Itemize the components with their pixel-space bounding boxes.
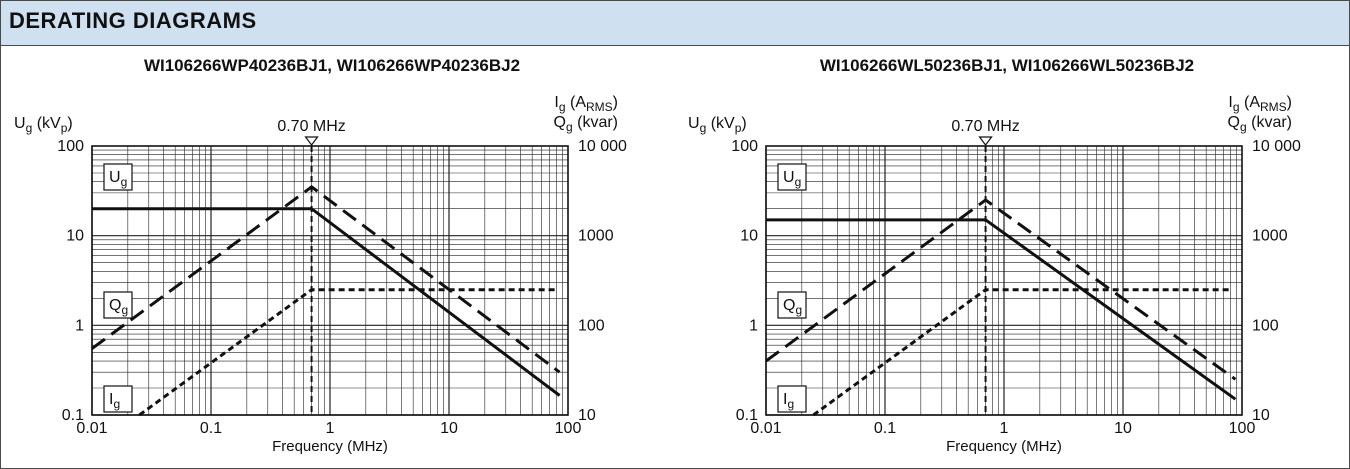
series-label-box bbox=[103, 385, 133, 413]
series-label-text: Qg bbox=[783, 297, 802, 317]
y-right-axis-label-top: Ig (ARMS) bbox=[1228, 94, 1292, 114]
y-right-axis-label-top: Ig (ARMS) bbox=[554, 94, 618, 114]
x-tick-label: 0.01 bbox=[750, 420, 781, 437]
series-qg-line bbox=[91, 185, 561, 374]
series-label-box bbox=[777, 385, 807, 413]
x-tick-label: 1 bbox=[326, 420, 335, 437]
section-header: DERATING DIAGRAMS bbox=[1, 1, 1349, 46]
x-tick-label: 0.1 bbox=[874, 420, 896, 437]
frequency-marker-triangle bbox=[978, 136, 993, 146]
y-right-tick-label: 10 000 bbox=[1252, 138, 1301, 155]
y-right-tick-label: 10 000 bbox=[578, 138, 627, 155]
y-right-tick-label: 100 bbox=[578, 317, 605, 334]
frequency-marker-triangle bbox=[304, 136, 319, 146]
x-tick-label: 10 bbox=[440, 420, 458, 437]
series-label-qg: Qg bbox=[103, 291, 133, 319]
series-label-ug: Ug bbox=[777, 163, 807, 191]
series-ug-line bbox=[92, 207, 561, 397]
series-label-box bbox=[103, 291, 133, 319]
derating-charts: WI106266WP40236BJ1, WI106266WP40236BJ2 0.… bbox=[14, 56, 1301, 455]
y-left-tick-label: 10 bbox=[740, 228, 758, 245]
y-left-axis-label: Ug (kVp) bbox=[688, 115, 747, 135]
frequency-marker-label: 0.70 MHz bbox=[277, 118, 345, 135]
plot-frame bbox=[765, 145, 1243, 416]
series-ig-line bbox=[812, 288, 1231, 417]
y-left-tick-label: 10 bbox=[66, 228, 84, 245]
y-left-tick-label: 0.1 bbox=[736, 407, 758, 424]
y-left-axis-label: Ug (kVp) bbox=[14, 115, 73, 135]
series-label-ug: Ug bbox=[103, 163, 133, 191]
y-right-tick-label: 10 bbox=[1252, 407, 1270, 424]
x-axis-label: Frequency (MHz) bbox=[946, 438, 1062, 455]
plot-frame bbox=[91, 145, 569, 416]
chart-title: WI106266WP40236BJ1, WI106266WP40236BJ2 bbox=[144, 56, 520, 75]
chart-2: WI106266WL50236BJ1, WI106266WL50236BJ2 0.… bbox=[688, 56, 1301, 455]
series-label-text: Ug bbox=[783, 169, 801, 189]
chart-title: WI106266WL50236BJ1, WI106266WL50236BJ2 bbox=[820, 56, 1194, 75]
series-label-ig: Ig bbox=[103, 385, 133, 413]
y-right-tick-label: 100 bbox=[1252, 317, 1279, 334]
y-right-tick-label: 1000 bbox=[578, 228, 614, 245]
x-tick-label: 0.01 bbox=[76, 420, 107, 437]
y-left-tick-label: 1 bbox=[75, 317, 84, 334]
x-axis-label: Frequency (MHz) bbox=[272, 438, 388, 455]
grid bbox=[765, 146, 1242, 416]
series-ug-line bbox=[766, 218, 1237, 401]
series-label-ig: Ig bbox=[777, 385, 807, 413]
y-left-tick-label: 1 bbox=[749, 317, 758, 334]
x-tick-label: 100 bbox=[1229, 420, 1256, 437]
series-label-box bbox=[777, 291, 807, 319]
y-right-axis-label-bottom: Qg (kvar) bbox=[554, 114, 618, 134]
series-label-text: Ig bbox=[783, 391, 794, 411]
x-tick-label: 100 bbox=[555, 420, 582, 437]
y-right-axis-label-bottom: Qg (kvar) bbox=[1228, 114, 1292, 134]
y-right-tick-label: 1000 bbox=[1252, 228, 1288, 245]
series-label-text: Ug bbox=[109, 169, 127, 189]
y-right-tick-label: 10 bbox=[578, 407, 596, 424]
series-label-box bbox=[103, 163, 133, 191]
y-left-tick-label: 100 bbox=[57, 138, 84, 155]
y-left-tick-label: 100 bbox=[731, 138, 758, 155]
x-tick-label: 0.1 bbox=[200, 420, 222, 437]
series-qg-line bbox=[765, 198, 1237, 381]
x-tick-label: 1 bbox=[1000, 420, 1009, 437]
series-label-qg: Qg bbox=[777, 291, 807, 319]
chart-1: WI106266WP40236BJ1, WI106266WP40236BJ2 0.… bbox=[14, 56, 627, 455]
series-label-text: Ig bbox=[109, 391, 120, 411]
section-title: DERATING DIAGRAMS bbox=[9, 8, 257, 33]
series-ig-line bbox=[138, 288, 557, 417]
y-left-tick-label: 0.1 bbox=[62, 407, 84, 424]
frequency-marker-label: 0.70 MHz bbox=[951, 118, 1019, 135]
x-tick-label: 10 bbox=[1114, 420, 1132, 437]
series-label-box bbox=[777, 163, 807, 191]
grid bbox=[91, 146, 568, 416]
series-label-text: Qg bbox=[109, 297, 128, 317]
